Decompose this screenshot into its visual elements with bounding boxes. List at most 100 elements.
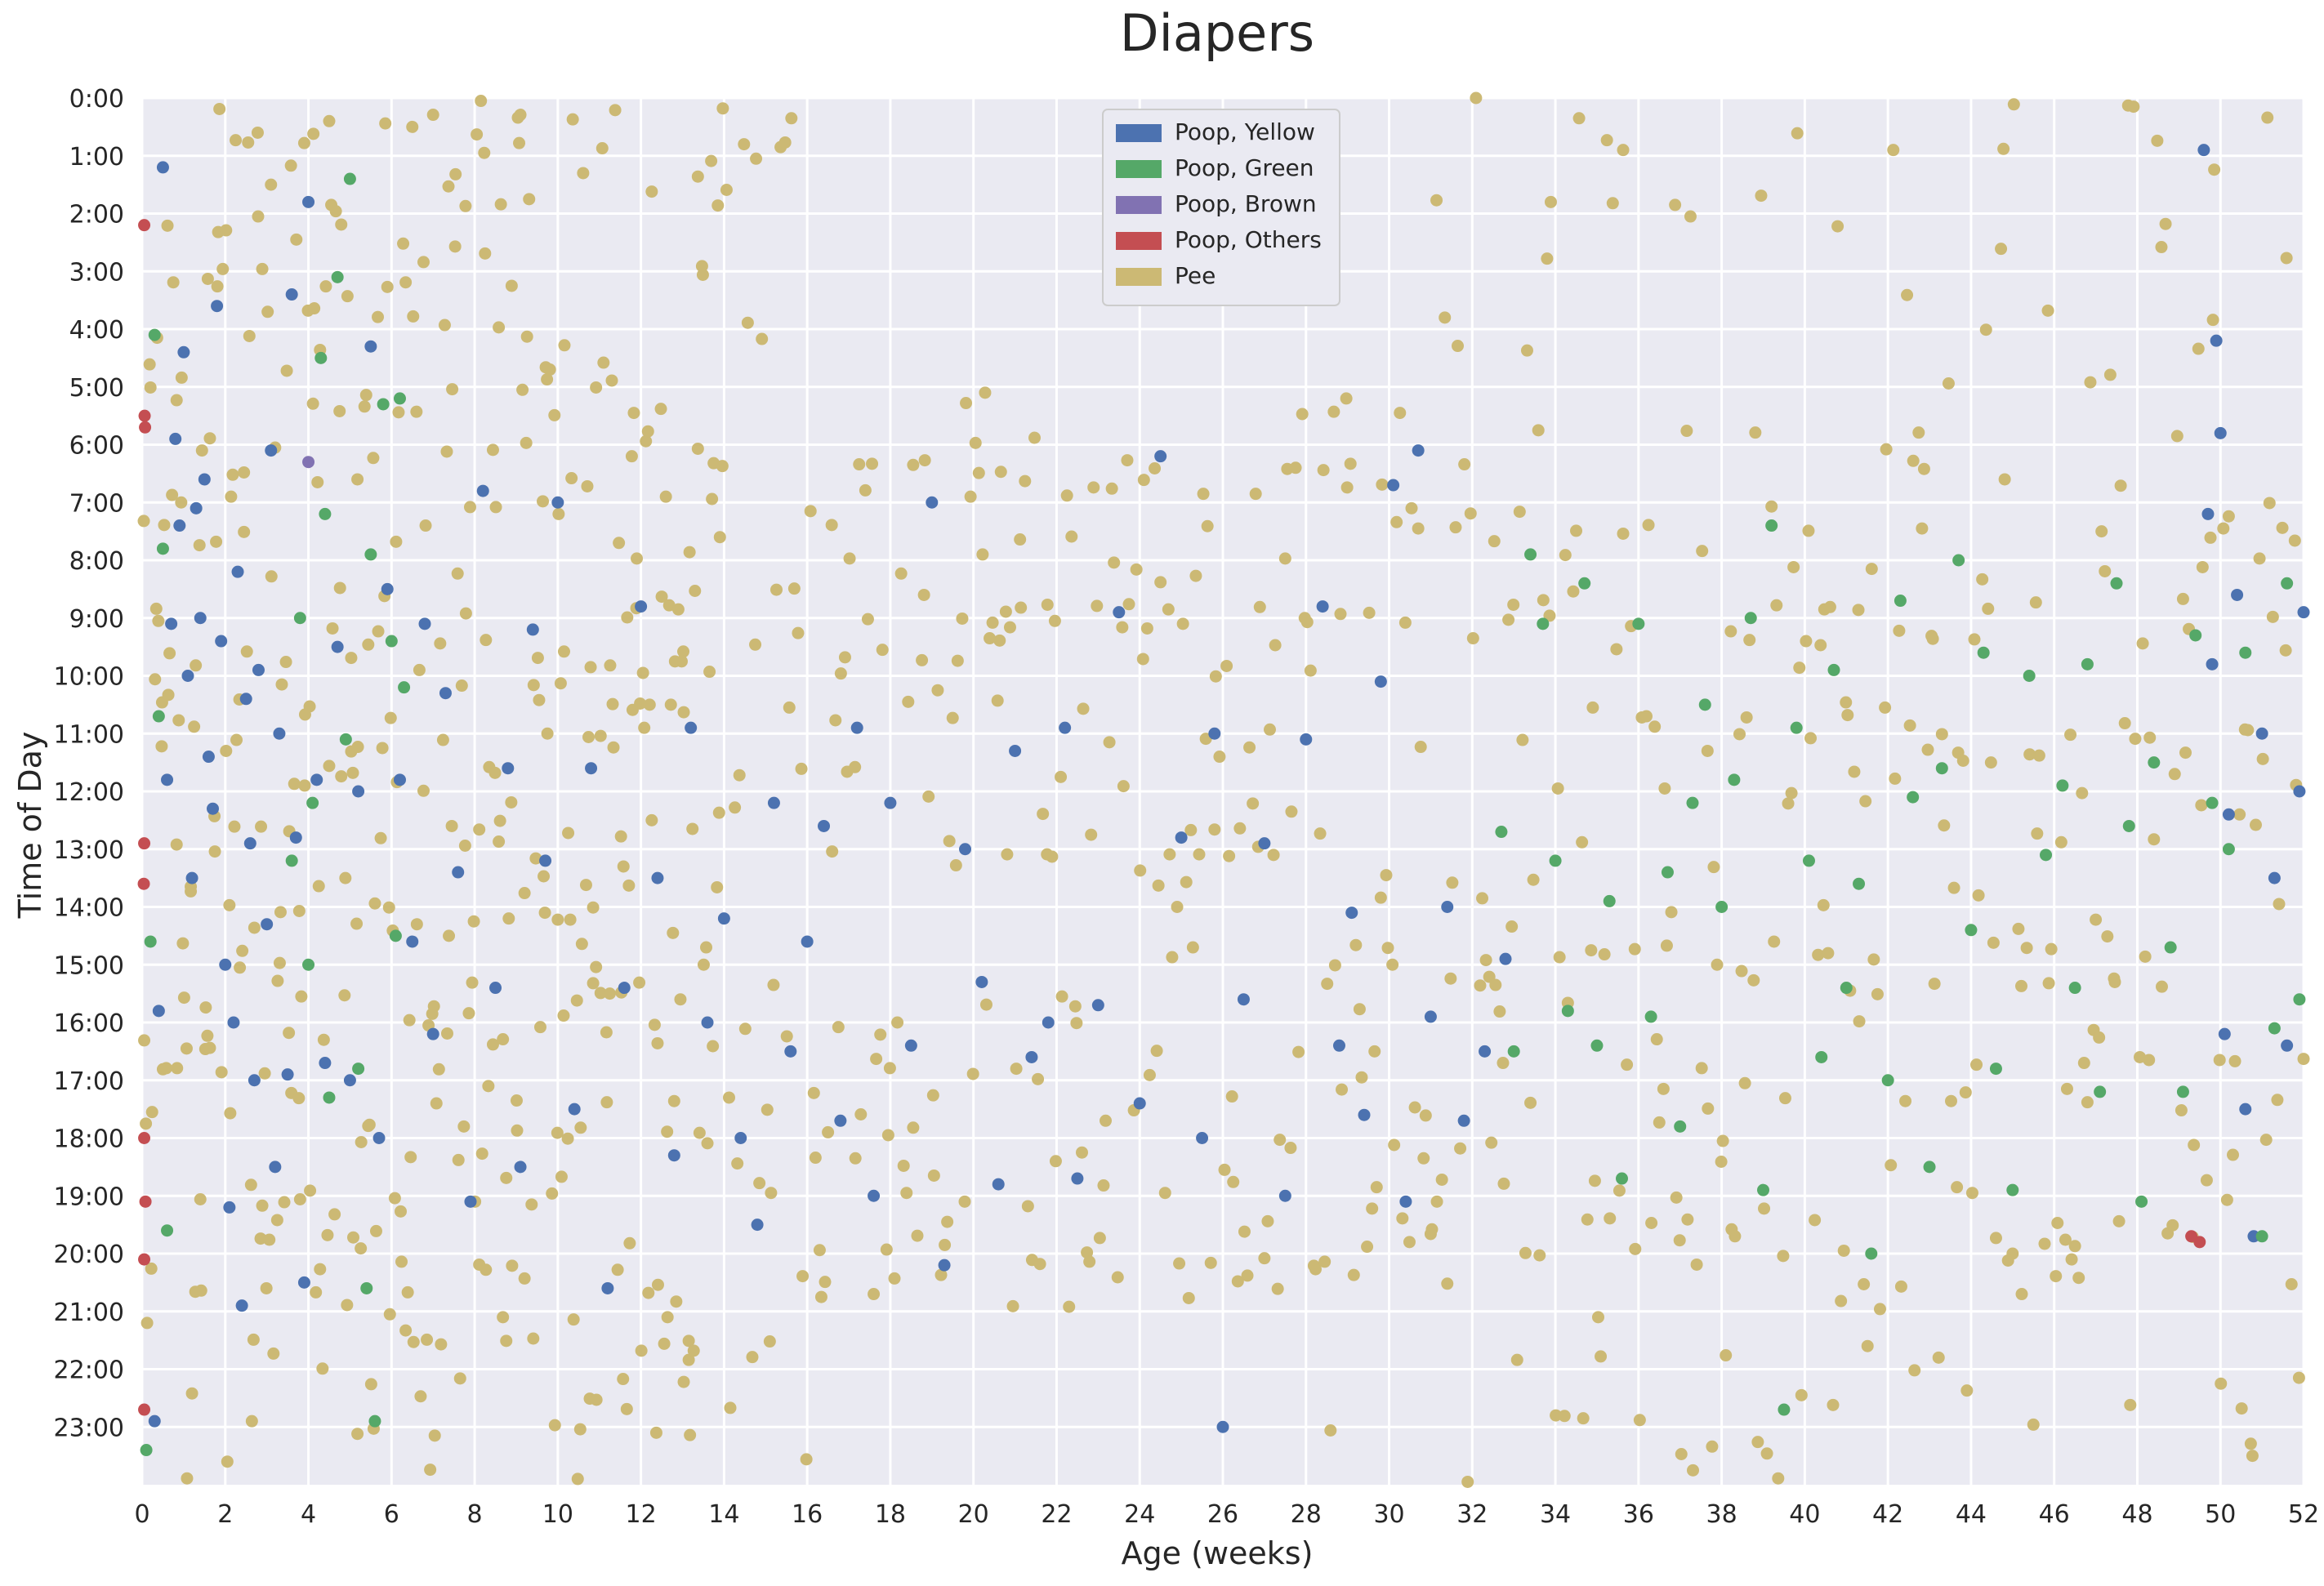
point-pee: [1956, 755, 1969, 768]
point-pee: [2124, 1398, 2137, 1411]
point-pee: [162, 688, 175, 702]
point-pee: [902, 695, 915, 708]
point-pee: [627, 407, 640, 420]
x-tick-label: 18: [875, 1500, 906, 1529]
point-poop-yellow: [2293, 785, 2306, 798]
point-poop-yellow: [601, 1281, 614, 1294]
point-pee: [1344, 457, 1357, 470]
point-poop-yellow: [169, 432, 182, 445]
point-poop-green: [293, 612, 306, 625]
point-pee: [358, 400, 371, 413]
point-pee: [1097, 1179, 1110, 1192]
point-pee: [2051, 1217, 2064, 1230]
point-pee: [1669, 198, 1682, 212]
point-pee: [421, 1333, 434, 1346]
point-pee: [1885, 1159, 1898, 1172]
point-pee: [1269, 639, 1282, 652]
point-pee: [1111, 1271, 1124, 1284]
point-pee: [290, 233, 303, 246]
point-pee: [2297, 1053, 2310, 1066]
point-pee: [329, 205, 342, 218]
point-pee: [1204, 1256, 1217, 1269]
point-poop-yellow: [767, 796, 780, 809]
point-pee: [1893, 624, 1906, 637]
point-pee: [1505, 920, 1519, 933]
point-pee: [1976, 572, 1989, 586]
point-poop-yellow: [1332, 1039, 1345, 1052]
point-pee: [1572, 112, 1586, 125]
point-pee: [432, 1063, 445, 1076]
point-pee: [1995, 243, 2008, 256]
point-pee: [2093, 1031, 2106, 1044]
point-pee: [1182, 1291, 1195, 1304]
point-pee: [595, 142, 609, 155]
point-pee: [529, 852, 542, 865]
point-poop-yellow: [211, 300, 224, 313]
point-pee: [1166, 951, 1179, 964]
point-pee: [161, 219, 174, 232]
point-poop-green: [148, 328, 161, 341]
point-pee: [888, 1272, 901, 1285]
point-pee: [1600, 134, 1613, 147]
point-pee: [1777, 1250, 1790, 1263]
point-pee: [488, 766, 502, 779]
point-pee: [1081, 1246, 1094, 1259]
point-poop-yellow: [202, 751, 215, 764]
point-pee: [213, 102, 226, 115]
point-pee: [1928, 978, 1941, 991]
point-pee: [1227, 1175, 1240, 1188]
point-pee: [705, 154, 718, 167]
point-pee: [1809, 1214, 1822, 1227]
point-pee: [1533, 1249, 1546, 1262]
y-tick-label: 18:00: [54, 1125, 124, 1154]
point-pee: [242, 136, 255, 149]
legend: Poop, Yellow Poop, Green Poop, Brown Poop, …: [1102, 109, 1340, 306]
point-pee: [2020, 942, 2033, 955]
legend-swatch: [1116, 160, 1162, 178]
point-pee: [1186, 941, 1199, 954]
point-pee: [2256, 752, 2269, 765]
point-pee: [1567, 585, 1580, 598]
point-pee: [548, 1419, 561, 1432]
point-pee: [703, 666, 716, 679]
point-pee: [1105, 482, 1118, 495]
point-pee: [907, 458, 920, 471]
point-pee: [351, 1428, 364, 1441]
point-pee: [426, 109, 439, 122]
point-pee: [800, 1453, 813, 1466]
point-pee: [911, 1229, 924, 1242]
point-pee: [693, 1126, 706, 1139]
point-pee: [2127, 100, 2140, 114]
point-pee: [1489, 978, 1502, 991]
point-pee: [1751, 1436, 1764, 1449]
point-pee: [2006, 1247, 2019, 1260]
point-poop-yellow: [1071, 1172, 1084, 1185]
point-pee: [505, 795, 518, 809]
point-pee: [1361, 1241, 1374, 1254]
point-pee: [1171, 901, 1184, 913]
point-poop-green: [306, 796, 319, 809]
point-poop-yellow: [701, 1016, 714, 1029]
point-pee: [2012, 922, 2025, 935]
point-pee: [1629, 1242, 1642, 1255]
point-pee: [346, 1231, 359, 1244]
point-pee: [223, 898, 236, 911]
point-pee: [2101, 930, 2114, 943]
point-pee: [215, 1066, 228, 1079]
point-pee: [2253, 552, 2266, 565]
point-pee: [1083, 1255, 1096, 1268]
point-pee: [617, 1373, 630, 1386]
point-pee: [1527, 873, 1540, 886]
point-pee: [395, 1255, 408, 1268]
point-pee: [1454, 1142, 1467, 1155]
point-pee: [1871, 987, 1884, 1000]
point-poop-green: [360, 1281, 373, 1294]
point-poop-yellow: [734, 1132, 747, 1144]
y-tick-label: 4:00: [69, 316, 124, 345]
point-pee: [138, 1034, 151, 1047]
point-pee: [407, 310, 420, 323]
point-pee: [201, 272, 214, 285]
x-tick-label: 26: [1207, 1500, 1238, 1529]
point-pee: [1513, 506, 1526, 519]
point-pee: [2170, 430, 2183, 443]
